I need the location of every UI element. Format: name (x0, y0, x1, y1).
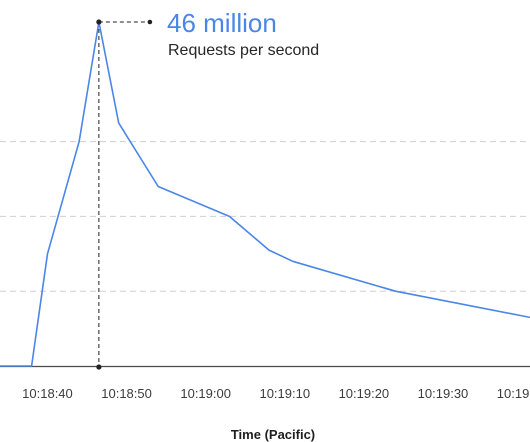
x-tick-label: 10:19:10 (259, 386, 310, 401)
x-tick-label: 10:19:40 (497, 386, 530, 401)
x-tick-label: 10:19:20 (339, 386, 390, 401)
x-tick-label: 10:19:00 (180, 386, 231, 401)
peak-caption-label: Requests per second (168, 42, 319, 59)
peak-value-label: 46 million (167, 8, 277, 38)
peak-base-marker (96, 364, 102, 370)
peak-guide-end-marker (147, 19, 153, 25)
x-tick-label: 10:18:50 (101, 386, 152, 401)
x-tick-label: 10:19:30 (418, 386, 469, 401)
gridlines (0, 141, 530, 292)
x-axis-title: Time (Pacific) (231, 427, 315, 442)
x-tick-labels: 10:18:40 10:18:50 10:19:00 10:19:10 10:19:20… (22, 386, 530, 401)
peak-marker (96, 19, 102, 25)
x-tick-label: 10:18:40 (22, 386, 73, 401)
series-line-requests (0, 21, 530, 367)
